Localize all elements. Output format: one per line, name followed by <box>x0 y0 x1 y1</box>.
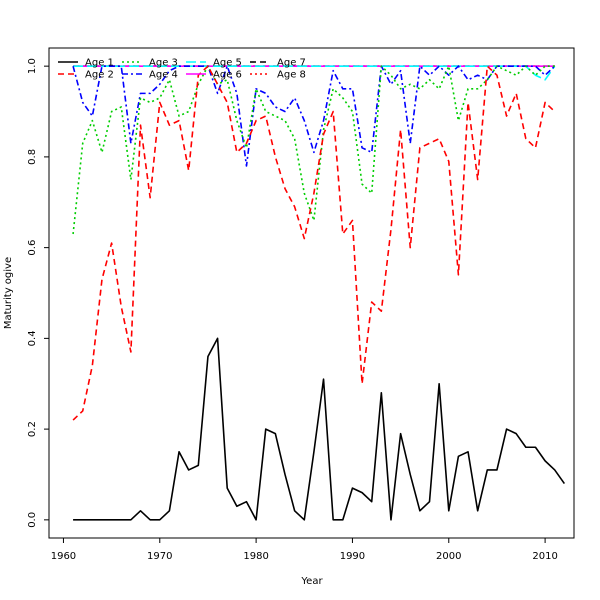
legend-item-age-6: Age 6 <box>186 70 242 81</box>
y-tick-label: 0.4 <box>27 330 38 346</box>
legend-item-age-4: Age 4 <box>122 70 178 81</box>
series-line-age-4 <box>72 65 556 167</box>
x-axis: 1960 1970 1980 1990 2000 2010 <box>51 538 558 562</box>
y-tick-label: 1.0 <box>27 58 38 74</box>
x-tick-label: 1980 <box>243 551 268 562</box>
x-tick-label: 2010 <box>532 551 557 562</box>
legend-item-age-7: Age 7 <box>250 58 306 69</box>
legend-item-age-3: Age 3 <box>122 58 178 69</box>
x-tick-label: 1990 <box>340 551 365 562</box>
legend-item-age-2: Age 2 <box>58 70 114 81</box>
x-tick-label: 2000 <box>436 551 461 562</box>
legend-label: Age 4 <box>149 70 178 81</box>
legend-item-age-1: Age 1 <box>58 58 114 69</box>
x-tick-label: 1970 <box>147 551 172 562</box>
y-axis: 0.0 0.2 0.4 0.6 0.8 1.0 <box>27 58 49 528</box>
series-line-age-1 <box>73 337 566 521</box>
legend-label: Age 2 <box>85 70 114 81</box>
series-layer <box>72 65 566 521</box>
plot-frame <box>48 47 575 539</box>
y-axis-label: Maturity ogive <box>3 257 14 329</box>
y-tick-label: 0.0 <box>27 512 38 528</box>
series-line-age-5 <box>73 65 556 81</box>
y-tick-label: 0.2 <box>27 421 38 437</box>
legend-label: Age 6 <box>213 70 242 81</box>
legend-label: Age 5 <box>213 58 242 69</box>
legend-label: Age 1 <box>85 58 114 69</box>
legend-label: Age 7 <box>277 58 306 69</box>
series-line-age-3 <box>72 65 555 235</box>
x-tick-label: 1960 <box>51 551 76 562</box>
y-tick-label: 0.8 <box>27 149 38 165</box>
legend: Age 1 Age 3 Age 5 Age 7 Age 2 Age 4 Age 6 Age 8 <box>58 58 306 81</box>
legend-label: Age 3 <box>149 58 178 69</box>
y-tick-label: 0.6 <box>27 240 38 256</box>
series-line-age-2 <box>72 65 556 421</box>
legend-item-age-5: Age 5 <box>186 58 242 69</box>
legend-item-age-8: Age 8 <box>250 70 306 81</box>
x-axis-label: Year <box>300 576 323 587</box>
legend-label: Age 8 <box>277 70 306 81</box>
